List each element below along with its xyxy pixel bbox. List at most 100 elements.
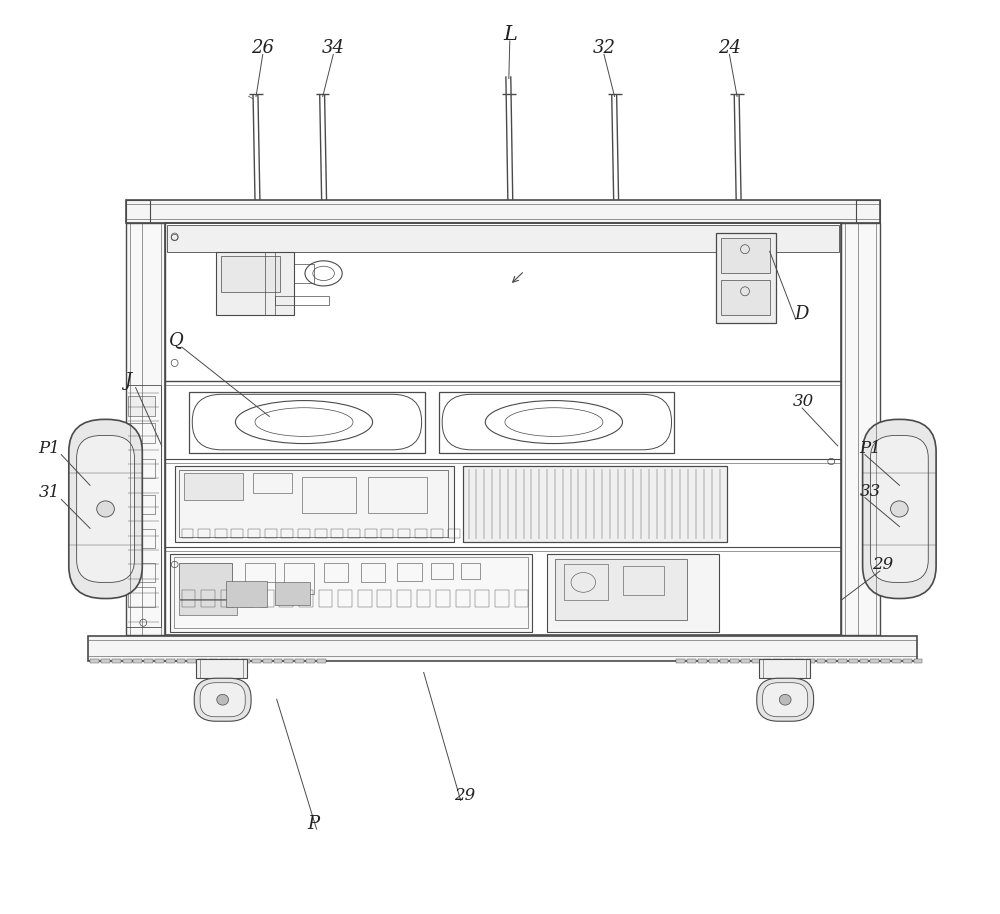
Bar — [795, 658, 804, 663]
Bar — [170, 554, 532, 632]
Bar — [720, 280, 770, 315]
Bar — [709, 658, 718, 663]
FancyBboxPatch shape — [200, 683, 245, 717]
Bar — [155, 658, 164, 663]
Bar — [216, 252, 294, 314]
Bar — [358, 590, 372, 608]
Bar — [230, 658, 239, 663]
Bar — [849, 658, 858, 663]
Bar — [784, 658, 793, 663]
FancyBboxPatch shape — [77, 435, 134, 582]
Bar — [90, 658, 99, 663]
Bar — [128, 423, 155, 442]
Bar — [759, 658, 810, 678]
Bar — [331, 528, 343, 537]
Bar — [252, 658, 261, 663]
Text: 33: 33 — [860, 483, 881, 500]
Bar — [294, 263, 314, 283]
Bar — [299, 590, 313, 608]
Bar — [295, 658, 304, 663]
Ellipse shape — [891, 501, 908, 517]
Bar — [126, 386, 161, 627]
Bar — [221, 256, 280, 292]
Bar — [126, 200, 880, 223]
Text: 29: 29 — [872, 556, 893, 573]
Bar — [275, 582, 310, 605]
Bar — [838, 658, 847, 663]
Bar — [463, 466, 727, 542]
Bar — [198, 658, 207, 663]
Bar — [182, 590, 195, 608]
Bar — [302, 477, 356, 513]
Bar — [676, 658, 685, 663]
Bar — [515, 590, 528, 608]
Bar — [175, 466, 454, 542]
Bar — [439, 391, 674, 452]
Bar — [338, 590, 352, 608]
Bar — [263, 658, 272, 663]
Bar — [248, 528, 260, 537]
Bar — [279, 590, 293, 608]
FancyBboxPatch shape — [870, 435, 928, 582]
Bar — [547, 554, 719, 632]
Bar — [123, 658, 132, 663]
Bar — [240, 590, 254, 608]
Text: Q: Q — [169, 332, 184, 349]
Bar — [133, 658, 142, 663]
Bar — [187, 658, 196, 663]
Bar — [177, 658, 185, 663]
Text: 31: 31 — [39, 484, 60, 501]
Bar — [448, 528, 460, 537]
Bar — [184, 473, 243, 500]
Ellipse shape — [779, 695, 791, 705]
Text: 32: 32 — [592, 38, 615, 57]
Bar — [856, 200, 880, 223]
Bar — [773, 658, 782, 663]
Ellipse shape — [97, 501, 114, 517]
Bar — [398, 528, 410, 537]
Bar — [166, 658, 175, 663]
FancyBboxPatch shape — [69, 420, 142, 599]
Bar — [914, 658, 922, 663]
Bar — [415, 528, 427, 537]
Bar — [167, 225, 839, 252]
Bar — [495, 590, 509, 608]
Bar — [431, 528, 443, 537]
Bar — [324, 563, 348, 582]
Bar — [245, 563, 275, 582]
Bar — [827, 658, 836, 663]
Bar — [144, 658, 153, 663]
Text: P1: P1 — [38, 440, 60, 456]
Bar — [128, 563, 155, 582]
Bar — [189, 391, 425, 452]
Text: 29: 29 — [454, 787, 475, 804]
Bar — [555, 559, 687, 620]
Bar — [88, 636, 916, 661]
Bar — [128, 494, 155, 515]
Bar — [253, 473, 292, 493]
Text: 26: 26 — [251, 38, 274, 57]
Bar — [903, 658, 912, 663]
FancyBboxPatch shape — [863, 420, 936, 599]
Bar — [687, 658, 696, 663]
Bar — [315, 528, 327, 537]
Bar — [348, 528, 360, 537]
FancyBboxPatch shape — [194, 678, 251, 721]
Bar — [431, 563, 453, 579]
FancyBboxPatch shape — [757, 678, 814, 721]
Bar — [274, 658, 282, 663]
Bar — [365, 528, 377, 537]
Bar — [182, 528, 193, 537]
Bar — [179, 470, 448, 537]
Bar — [397, 563, 422, 580]
Bar — [860, 658, 868, 663]
Bar — [231, 528, 243, 537]
Bar — [461, 563, 480, 579]
Bar — [284, 563, 314, 594]
Bar — [179, 563, 232, 599]
Bar — [698, 658, 707, 663]
Bar — [179, 600, 237, 614]
Bar — [720, 238, 770, 273]
Bar — [198, 528, 210, 537]
Bar — [128, 459, 155, 479]
